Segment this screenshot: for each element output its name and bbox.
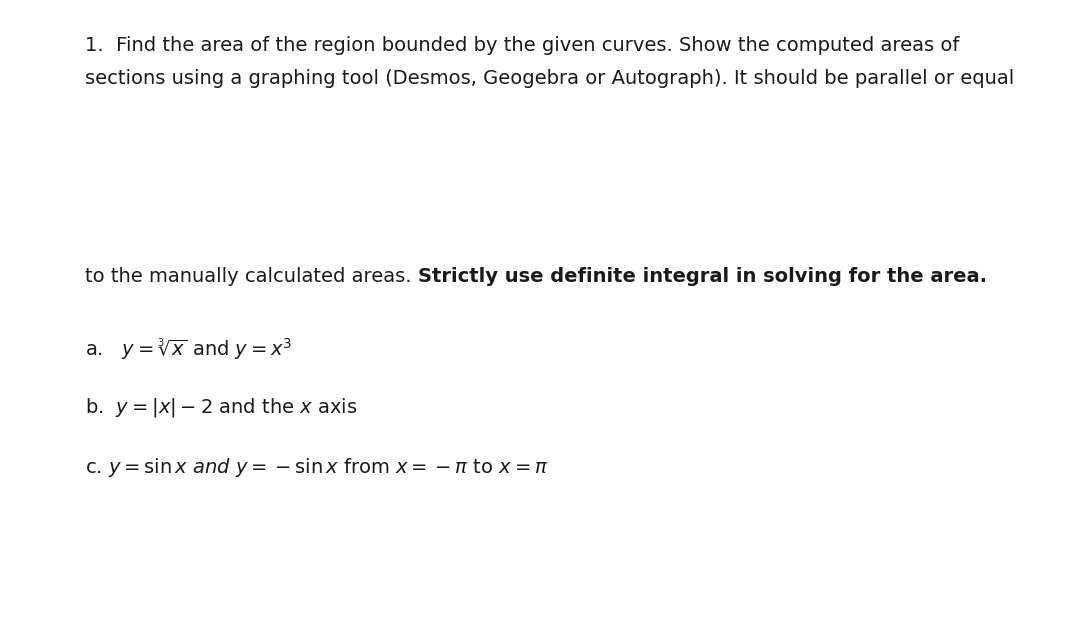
Text: c. $y = \sin x$ $\mathit{and}$ $y = -\sin x$ $\mathrm{from}$ $x = -\pi$ $\mathrm: c. $y = \sin x$ $\mathit{and}$ $y = -\si… [85,456,549,479]
Text: Strictly use definite integral in solving for the area.: Strictly use definite integral in solvin… [418,267,987,286]
Text: 1.  Find the area of the region bounded by the given curves. Show the computed a: 1. Find the area of the region bounded b… [85,36,959,55]
Text: sections using a graphing tool (Desmos, Geogebra or Autograph). It should be par: sections using a graphing tool (Desmos, … [85,69,1014,88]
Text: b.  $y = |x| - 2$ and the $x$ axis: b. $y = |x| - 2$ and the $x$ axis [85,396,357,419]
Text: to the manually calculated areas.: to the manually calculated areas. [85,267,418,286]
Text: a.   $y = \sqrt[3]{x}$ and $y = x^3$: a. $y = \sqrt[3]{x}$ and $y = x^3$ [85,336,293,362]
